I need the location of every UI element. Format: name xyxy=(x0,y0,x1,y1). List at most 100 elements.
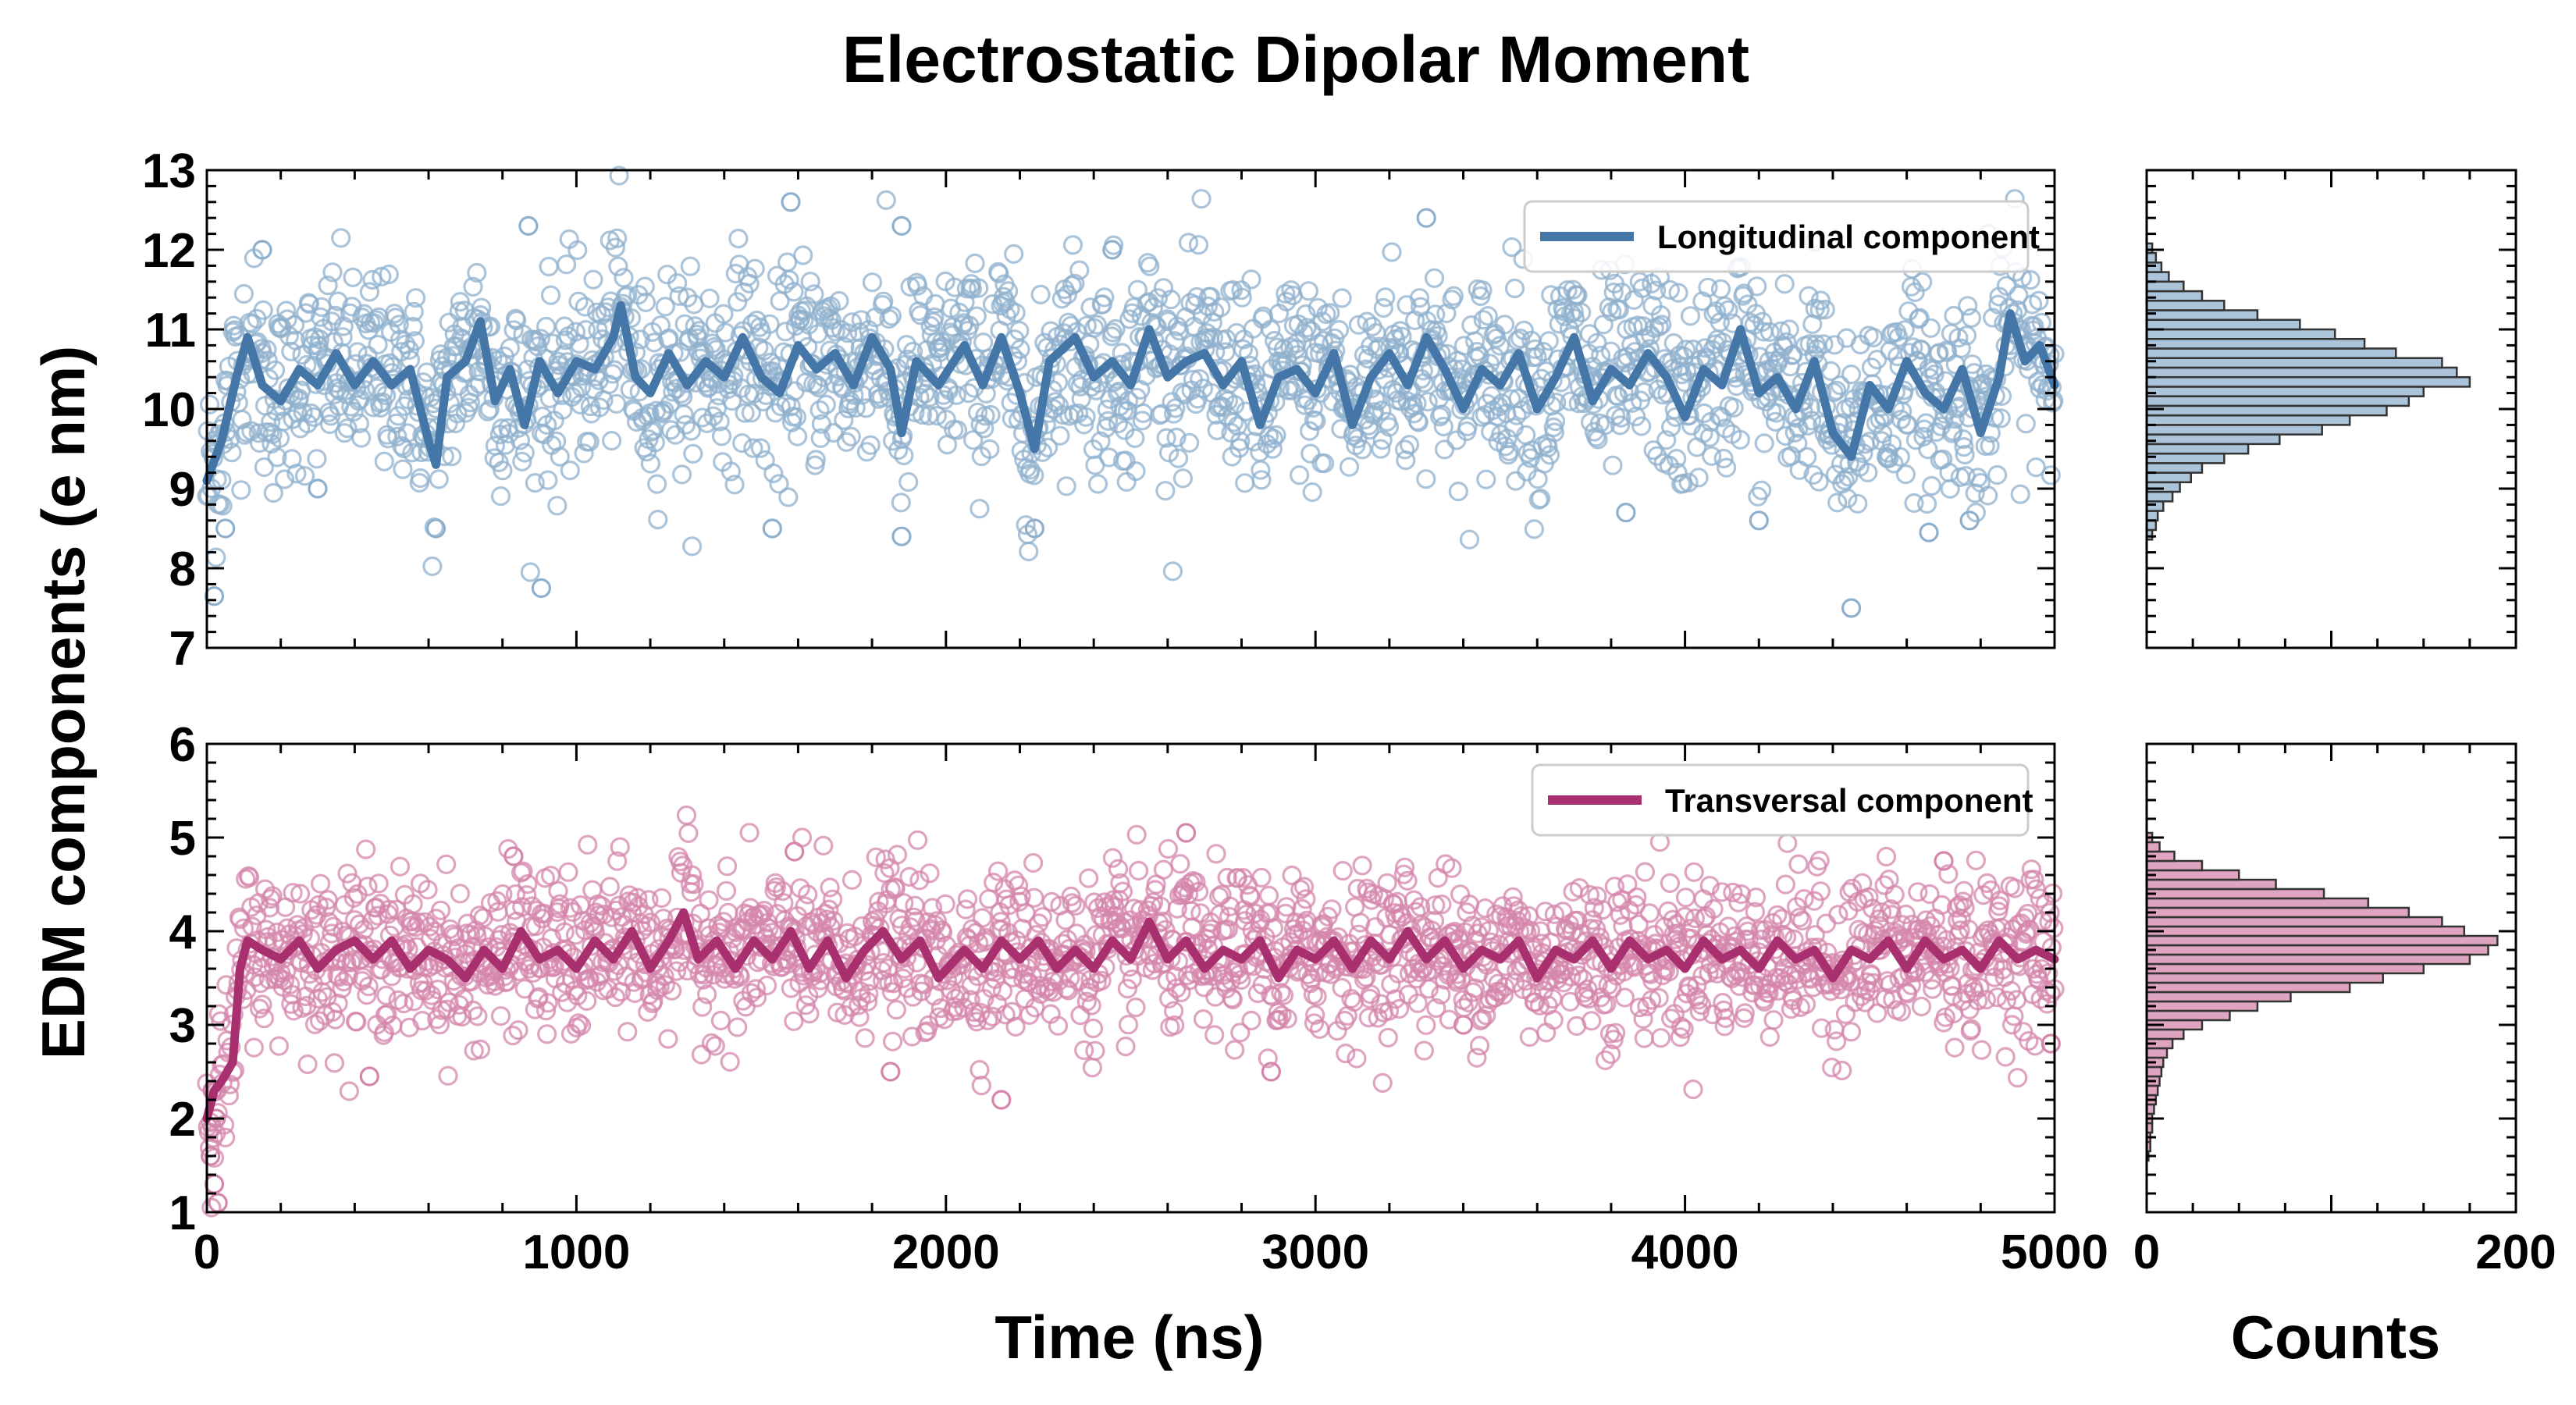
transversal-data-point xyxy=(1078,868,1099,888)
longitudinal-data-point xyxy=(728,229,749,249)
longitudinal-data-point xyxy=(1495,436,1516,457)
longitudinal-data-point xyxy=(1392,326,1412,347)
transversal-data-point xyxy=(1110,873,1130,893)
longitudinal-data-point xyxy=(1251,460,1271,480)
transversal-data-point xyxy=(513,861,533,881)
transversal-data-point xyxy=(1102,848,1123,868)
transversal-data-point xyxy=(1243,956,1264,976)
transversal-data-point xyxy=(809,963,830,984)
longitudinal-data-point xyxy=(1649,316,1669,337)
longitudinal-data-point xyxy=(724,475,745,495)
longitudinal-outlier-point xyxy=(891,215,912,236)
transversal-data-point xyxy=(261,888,281,909)
transversal-data-point xyxy=(857,991,878,1012)
longitudinal-data-point xyxy=(1019,541,1039,562)
longitudinal-data-point xyxy=(547,496,568,516)
transversal-data-point xyxy=(1348,924,1369,944)
transversal-data-point xyxy=(701,1033,722,1054)
transversal-data-point xyxy=(324,1053,344,1073)
longitudinal-outlier-point xyxy=(308,478,328,499)
transversal-x-tick-label: 4000 xyxy=(1631,1225,1739,1279)
transversal-x-tick-label: 1000 xyxy=(522,1225,630,1279)
longitudinal-data-point xyxy=(1332,288,1352,308)
longitudinal-data-point xyxy=(1409,288,1430,308)
longitudinal-data-point xyxy=(836,432,857,452)
longitudinal-data-point xyxy=(337,418,358,439)
transversal-data-point xyxy=(855,1028,875,1048)
longitudinal-data-point xyxy=(2020,270,2041,290)
transversal-data-point xyxy=(607,851,628,871)
longitudinal-data-point xyxy=(1371,439,1391,459)
transversal-data-point xyxy=(1377,873,1397,893)
transversal-y-tick-label: 5 xyxy=(169,812,196,866)
longitudinal-data-point xyxy=(2031,312,2051,333)
longitudinal-y-tick-label: 8 xyxy=(169,542,196,596)
transversal-data-point xyxy=(377,1004,397,1025)
longitudinal-data-point xyxy=(1545,411,1566,432)
longitudinal-data-point xyxy=(1539,331,1559,351)
transversal-data-point xyxy=(1752,929,1772,950)
longitudinal-data-point xyxy=(1382,242,1402,262)
longitudinal-outlier-point xyxy=(252,240,272,260)
transversal-data-point xyxy=(971,1076,991,1096)
transversal-data-point xyxy=(1048,1016,1069,1036)
longitudinal-data-point xyxy=(503,320,524,340)
transversal-data-point xyxy=(1649,987,1669,1008)
longitudinal-data-point xyxy=(741,403,762,423)
transversal-data-point xyxy=(276,961,297,981)
transversal-data-point xyxy=(1828,905,1848,925)
transversal-data-point xyxy=(1628,914,1649,934)
longitudinal-data-point xyxy=(1962,354,1983,375)
longitudinal-data-point xyxy=(735,403,755,423)
transversal-histogram-bar xyxy=(2145,1084,2159,1097)
longitudinal-data-point xyxy=(1211,297,1231,318)
transversal-data-point xyxy=(1714,1016,1735,1037)
longitudinal-data-point xyxy=(575,297,595,317)
transversal-data-point xyxy=(1745,887,1767,908)
longitudinal-data-point xyxy=(267,447,287,468)
longitudinal-data-point xyxy=(429,469,449,489)
longitudinal-data-point xyxy=(1394,439,1415,460)
transversal-data-point xyxy=(1126,997,1146,1018)
longitudinal-data-point xyxy=(1429,407,1450,427)
transversal-histogram-bar xyxy=(2145,962,2425,975)
transversal-data-point xyxy=(870,941,891,961)
longitudinal-data-point xyxy=(1921,475,1942,496)
transversal-data-point xyxy=(333,971,354,992)
longitudinal-data-point xyxy=(816,394,836,415)
transversal-data-point xyxy=(692,997,713,1017)
longitudinal-histogram-bar xyxy=(2145,519,2158,532)
transversal-data-point xyxy=(745,979,767,999)
longitudinal-data-point xyxy=(1698,277,1718,297)
transversal-data-point xyxy=(560,898,580,918)
longitudinal-data-point xyxy=(535,316,557,337)
transversal-data-point xyxy=(754,900,774,921)
longitudinal-data-point xyxy=(1056,476,1076,496)
transversal-data-point xyxy=(1617,874,1638,895)
transversal-data-point xyxy=(1539,970,1560,991)
longitudinal-data-point xyxy=(1688,468,1709,488)
longitudinal-data-point xyxy=(1179,432,1200,453)
longitudinal-data-point xyxy=(575,320,596,340)
longitudinal-data-point xyxy=(1225,395,1245,415)
transversal-data-point xyxy=(1685,908,1705,929)
transversal-y-tick-label: 4 xyxy=(169,905,197,959)
transversal-data-point xyxy=(886,999,906,1020)
transversal-outlier-point xyxy=(881,1062,901,1082)
transversal-data-point xyxy=(1032,907,1053,927)
transversal-data-point xyxy=(1976,990,1996,1010)
longitudinal-data-point xyxy=(804,284,824,304)
longitudinal-data-point xyxy=(635,276,655,297)
longitudinal-data-point xyxy=(565,322,586,342)
transversal-data-point xyxy=(955,899,976,919)
longitudinal-y-tick-label: 13 xyxy=(142,144,196,198)
longitudinal-data-point xyxy=(351,428,372,448)
transversal-histogram-bar xyxy=(2145,887,2325,900)
longitudinal-data-point xyxy=(2026,457,2046,478)
transversal-data-point xyxy=(1024,887,1044,908)
transversal-y-tick-label: 6 xyxy=(169,718,196,772)
transversal-data-point xyxy=(1968,991,1988,1011)
longitudinal-histogram-bar xyxy=(2145,366,2458,379)
longitudinal-data-point xyxy=(261,411,281,432)
transversal-outlier-point xyxy=(2041,1033,2061,1054)
